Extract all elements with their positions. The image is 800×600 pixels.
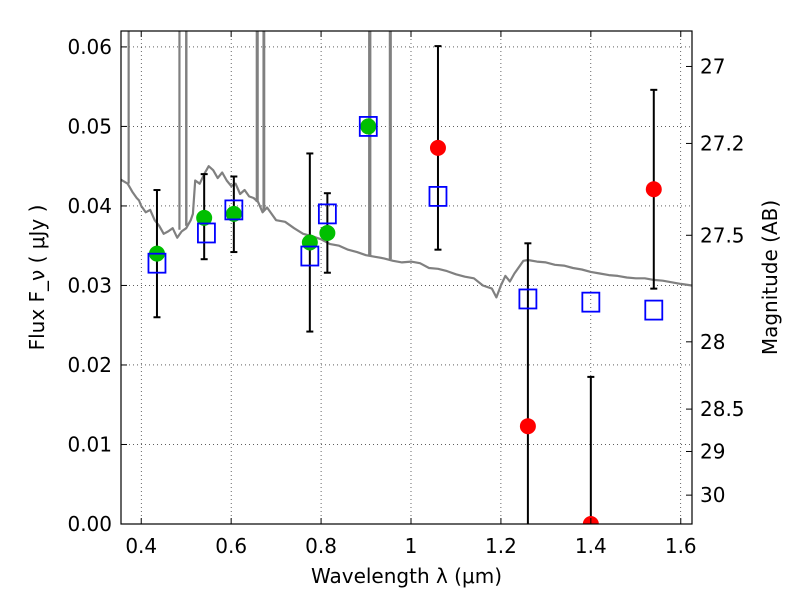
right-tick-label: 30	[700, 483, 725, 507]
right-tick-label: 27	[700, 54, 725, 78]
model-photometry-point	[358, 116, 378, 137]
observed-point	[519, 418, 536, 435]
model-photometry-point	[300, 245, 320, 267]
model-photometry-point	[317, 203, 337, 225]
y-axis-label: Flux F_ν ( μJy )	[25, 205, 49, 351]
right-tick-label: 28	[700, 330, 725, 354]
x-tick-label: 1.2	[485, 534, 517, 558]
right-tick-label: 27.2	[700, 131, 745, 155]
y-tick-label: 0.04	[67, 194, 112, 218]
right-tick-label: 27.5	[700, 223, 745, 247]
observed-point	[360, 118, 377, 135]
x-tick-label: 1.6	[665, 534, 697, 558]
model-photometry-point	[518, 288, 538, 310]
observed-point	[225, 205, 242, 222]
right-tick-label: 28.5	[700, 397, 745, 421]
plot-frame	[120, 30, 693, 525]
x-axis-label: Wavelength λ (μm)	[311, 564, 502, 588]
observed-point	[301, 234, 318, 251]
x-tick-label: 0.4	[125, 534, 157, 558]
model-spectrum	[121, 31, 692, 299]
y-tick-label: 0.02	[67, 353, 112, 377]
model-photometry-point	[644, 299, 664, 321]
observed-point	[319, 224, 336, 241]
observed-point	[429, 139, 446, 156]
y-tick-label: 0.06	[67, 35, 112, 59]
model-photometry-point	[581, 291, 601, 313]
x-tick-label: 1	[405, 534, 418, 558]
x-tick-label: 1.4	[575, 534, 607, 558]
error-bars	[153, 45, 658, 524]
y-tick-label: 0.03	[67, 273, 112, 297]
model-photometry-point	[428, 185, 448, 207]
spectrum-line	[121, 165, 692, 299]
observed-point	[645, 181, 662, 198]
ticks: 0.4 0.6 0.8 1 1.2 1.4 1.6 0.00 0.01 0.02 0.03 0.04 0…	[67, 31, 745, 558]
model-photometry-point	[224, 199, 244, 221]
x-tick-label: 0.6	[215, 534, 247, 558]
x-tick-label: 0.8	[305, 534, 337, 558]
model-photometry-point	[197, 222, 216, 244]
right-axis-label: Magnitude (AB)	[758, 200, 782, 355]
y-tick-label: 0.05	[67, 114, 112, 138]
grid	[121, 31, 692, 525]
y-tick-label: 0.01	[67, 432, 112, 456]
y-tick-label: 0.00	[67, 512, 112, 536]
right-tick-label: 29	[700, 439, 725, 463]
observed-point	[196, 209, 213, 226]
model-photometry-point	[147, 252, 167, 274]
